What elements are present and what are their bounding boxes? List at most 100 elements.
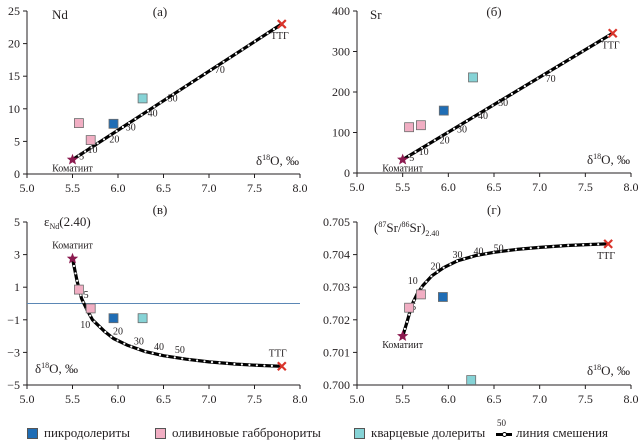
mixing-line-dot (76, 279, 79, 282)
mixing-line-dot (555, 65, 559, 68)
mixing-line-dot (562, 61, 565, 65)
ttg-cross-icon (603, 239, 613, 249)
mixing-line-dot (228, 56, 231, 59)
sample-marker-picrodolerite (108, 313, 119, 324)
mixing-line-dot (209, 68, 213, 71)
mixing-percent-label: 20 (109, 135, 119, 146)
y-tick-label: 0.700 (323, 378, 350, 392)
mixing-line-dot (430, 275, 433, 278)
legend-item-mixing-line: 50 линия смешения (496, 418, 608, 441)
legend-label: пикродолериты (44, 425, 130, 440)
mixing-line-dot (188, 358, 191, 361)
x-tick-label: 8.0 (624, 180, 639, 194)
ttg-label: ТТГ (269, 348, 287, 359)
sample-marker-olivine-gabbronorite (85, 303, 96, 314)
mixing-line-dot (413, 299, 416, 302)
mixing-line-dot (507, 249, 510, 252)
mixing-line-key-icon: 50 (496, 418, 512, 440)
mixing-line-dot (248, 363, 251, 366)
mixing-line-dot (442, 266, 445, 269)
mixing-line-dot (433, 139, 436, 142)
y-tick-label: 200 (332, 85, 350, 99)
mixing-percent-label: 40 (148, 109, 158, 120)
x-tick-label: 6.5 (487, 392, 502, 406)
x-axis-label: δ18O, ‰ (587, 363, 630, 378)
mixing-line (401, 31, 614, 161)
x-tick-label: 5.5 (65, 392, 80, 406)
legend-label: оливиновые габбронориты (172, 425, 321, 440)
panel-label: (б) (486, 4, 501, 19)
sample-marker-olivine-gabbronorite (74, 284, 84, 295)
mixing-line-dot (172, 93, 175, 96)
mixing-percent-label: 5 (409, 153, 414, 164)
mixing-line-dot (115, 130, 118, 133)
mixing-line-dot (77, 154, 80, 157)
mixing-line-dot (84, 150, 87, 153)
mixing-line-dot (93, 320, 96, 323)
sample-marker-olivine-gabbronorite (404, 122, 415, 133)
x-tick-label: 8.0 (293, 181, 308, 195)
y-tick-label: 300 (332, 45, 350, 59)
mixing-percent-label: 10 (80, 320, 90, 331)
x-axis-label: δ18O, ‰ (35, 361, 78, 376)
mixing-line-dot (465, 119, 468, 123)
mixing-line-dot (427, 143, 430, 146)
mixing-line-dot (121, 125, 124, 129)
mixing-percent-label: 30 (134, 336, 144, 347)
mixing-line-dot (420, 146, 423, 150)
mixing-percent-label: 5 (79, 152, 84, 163)
mixing-line-dot (225, 362, 229, 365)
x-tick-label: 5.5 (395, 180, 410, 194)
mixing-line-dot (446, 131, 449, 134)
mixing-line-dot (130, 345, 133, 348)
mixing-line-dot (159, 101, 162, 104)
chart-panel-3: 5.0 5.5 6.0 6.5 7.0 7.5 8.0 −5 −3 −1 1 3 5 (в) εNd(2.4… (7, 202, 307, 406)
mixing-line-dot (146, 109, 150, 112)
mixing-line-dot (104, 330, 107, 334)
y-tick-label: −1 (7, 313, 20, 327)
y-tick-label: 0.701 (323, 345, 350, 359)
x-tick-label: 5.0 (20, 181, 35, 195)
mixing-percent-label: 10 (408, 276, 418, 287)
mixing-line-dot (144, 350, 147, 353)
mixing-line-dot (158, 353, 162, 356)
mixing-line-dot (420, 286, 423, 289)
legend: пикродолериты оливиновые габбронориты кв… (0, 418, 642, 441)
x-tick-label: 7.0 (202, 181, 217, 195)
ttg-cross-icon (277, 361, 287, 372)
mixing-line-dot (89, 314, 92, 317)
y-axis-label: (87Sr/86Sr)2.40 (374, 220, 439, 238)
komatiite-label: Коматиит (382, 164, 423, 175)
mixing-percent-label: 70 (546, 74, 556, 85)
legend-swatch (27, 427, 38, 439)
y-tick-label: 20 (8, 37, 20, 51)
komatiite-label: Коматиит (52, 241, 93, 252)
mixing-line-dot (463, 257, 466, 260)
x-tick-label: 7.0 (532, 180, 547, 194)
mixing-line-dot (218, 361, 221, 364)
mixing-line-dot (436, 270, 439, 273)
mixing-line-dot (485, 252, 488, 255)
mixing-line-dot (567, 244, 570, 247)
mixing-percent-label: 10 (419, 147, 429, 158)
mixing-percent-label: 40 (154, 342, 164, 353)
sample-marker-picrodolerite (437, 292, 448, 302)
komatiite-star-icon (66, 252, 79, 264)
sample-marker-picrodolerite (438, 105, 449, 116)
x-tick-label: 6.5 (156, 392, 171, 406)
mixing-line-dot (203, 360, 206, 363)
mixing-percent-label: 20 (440, 135, 450, 146)
sample-marker-quartz-dolerite (466, 375, 477, 386)
x-axis-label: δ18O, ‰ (256, 153, 299, 168)
mixing-percent-label: 40 (473, 247, 483, 258)
y-tick-label: 0 (344, 166, 350, 180)
mixing-line-dot (597, 243, 600, 246)
y-axis-label: εNd(2.40) (44, 214, 91, 231)
x-tick-label: 6.0 (111, 181, 126, 195)
y-tick-label: 400 (332, 4, 350, 18)
x-tick-label: 6.0 (441, 180, 456, 194)
mixing-line-dot (110, 335, 113, 338)
komatiite-star-icon (397, 153, 409, 165)
chart-panel-2: 5.0 5.5 6.0 6.5 7.0 7.5 8.0 0 100 200 300 400 (б) Sr δ… (332, 4, 639, 194)
